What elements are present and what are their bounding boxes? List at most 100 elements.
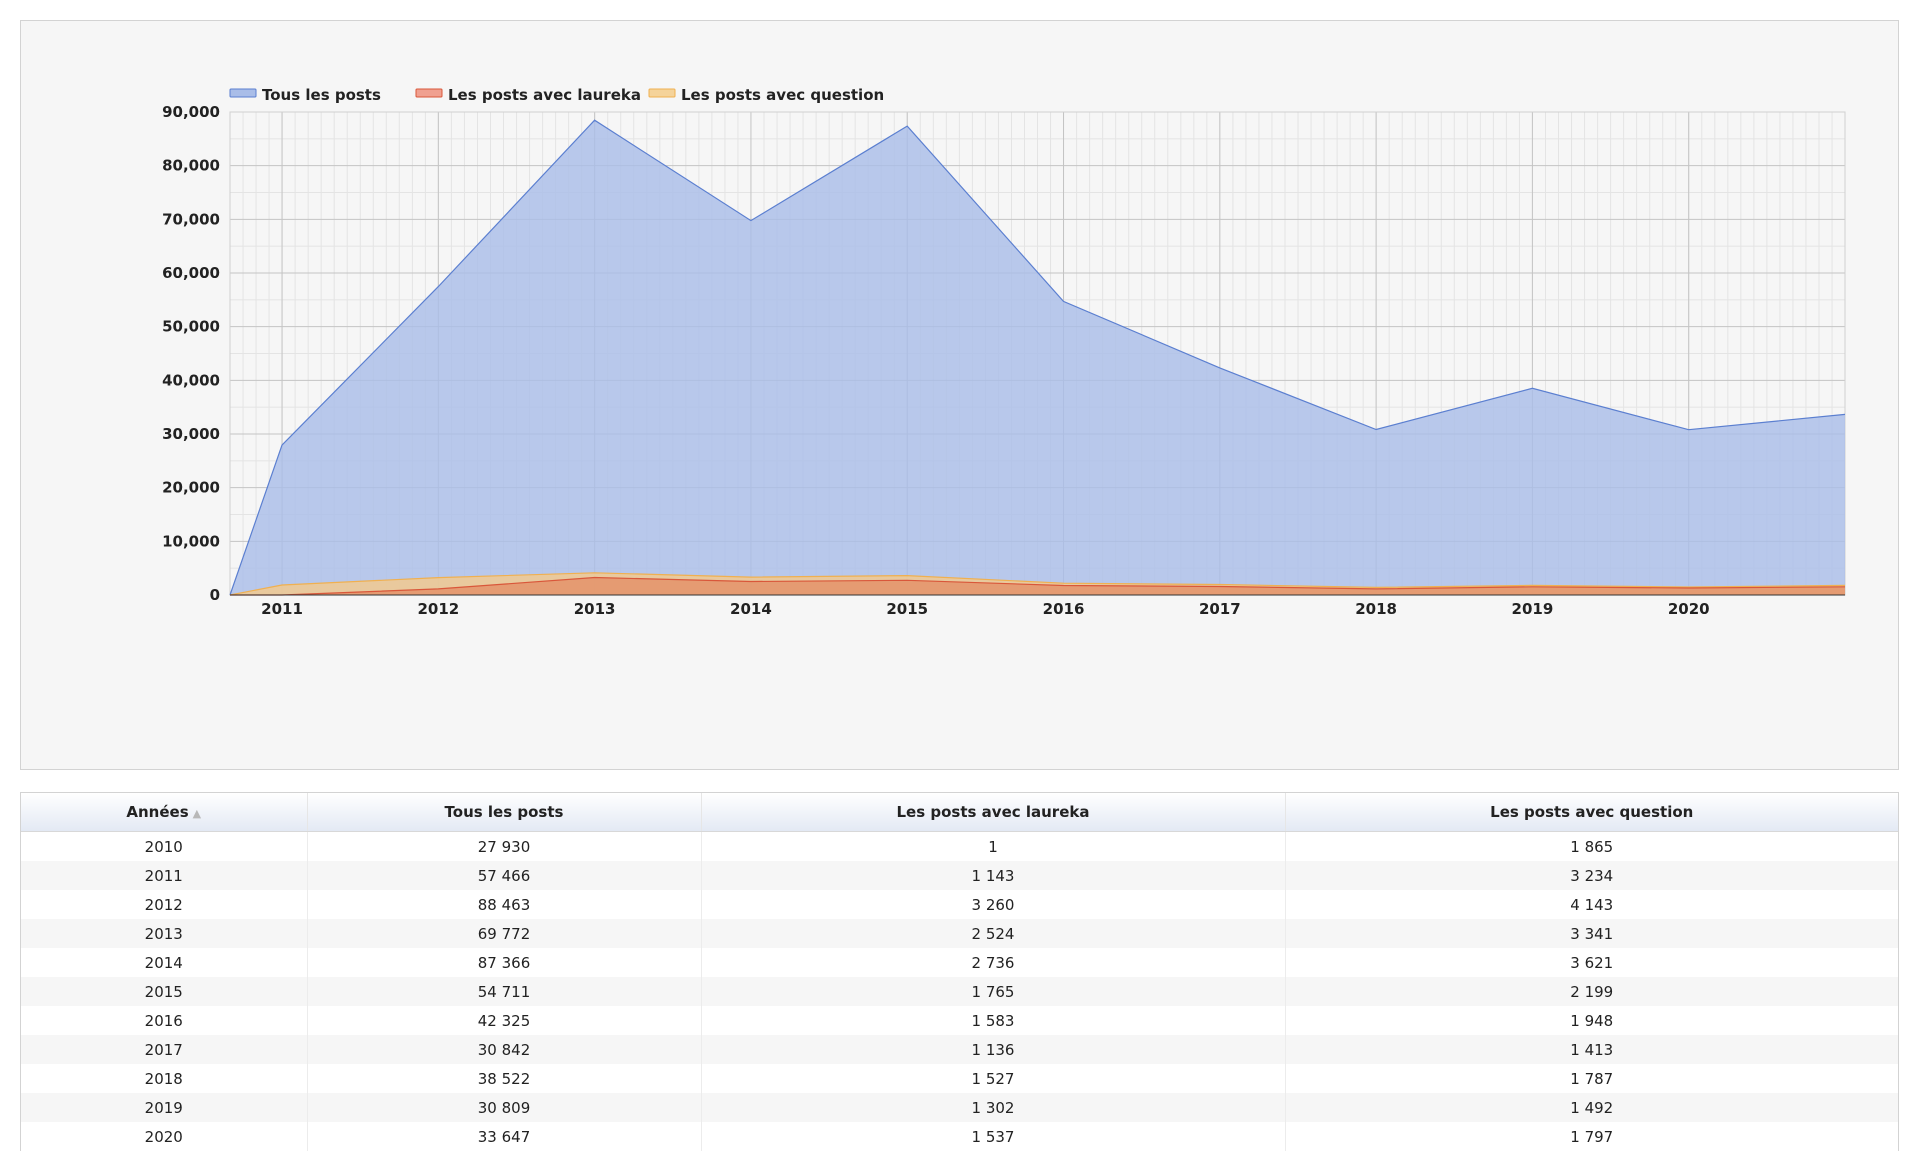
y-tick-label: 60,000 [162,264,220,282]
table-header-row: Années ▲ Tous les posts Les posts avec la… [21,793,1898,832]
table-cell: 30 842 [307,1035,702,1064]
table-cell: 3 234 [1285,861,1898,890]
table-cell: 1 527 [701,1064,1286,1093]
table-cell: 3 621 [1285,948,1898,977]
table-cell: 2010 [21,831,308,861]
table-cell: 2 524 [701,919,1286,948]
series-line [229,119,1846,596]
table-cell: 2011 [21,861,308,890]
table-cell: 2020 [21,1122,308,1151]
x-tick-label: 2014 [730,600,772,618]
table-cell: 2018 [21,1064,308,1093]
legend-swatch [648,88,676,98]
table-row: 2011 57 466 1 143 3 234 [21,861,1898,890]
table-cell: 1 787 [1285,1064,1898,1093]
y-tick-label: 40,000 [162,371,220,389]
x-tick-label: 2015 [886,600,928,618]
y-tick-label: 10,000 [162,532,220,550]
table-cell: 2015 [21,977,308,1006]
table-cell: 3 341 [1285,919,1898,948]
y-tick-label: 0 [210,586,220,604]
table-cell: 1 765 [701,977,1286,1006]
table-cell: 1 [701,831,1286,861]
table-cell: 1 143 [701,861,1286,890]
table-cell: 3 260 [701,890,1286,919]
table-cell: 42 325 [307,1006,702,1035]
table-cell: 38 522 [307,1064,702,1093]
data-table-panel: Années ▲ Tous les posts Les posts avec la… [20,792,1899,1151]
legend-label: Les posts avec laureka [448,86,641,104]
area-chart: 0 10,000 20,000 30,000 40,000 50,000 60,000 70,… [162,86,1846,618]
table-cell: 2017 [21,1035,308,1064]
column-header-all-posts[interactable]: Tous les posts [307,793,702,832]
table-row: 2013 69 772 2 524 3 341 [21,919,1898,948]
y-tick-label: 30,000 [162,425,220,443]
legend-swatch [229,88,257,98]
table-row: 2012 88 463 3 260 4 143 [21,890,1898,919]
chart-panel: 0 10,000 20,000 30,000 40,000 50,000 60,000 70,… [20,20,1899,770]
column-header-years[interactable]: Années ▲ [21,793,308,832]
column-header-label: Années [126,803,189,821]
x-tick-label: 2016 [1043,600,1085,618]
table-cell: 87 366 [307,948,702,977]
table-row: 2015 54 711 1 765 2 199 [21,977,1898,1006]
table-cell: 4 143 [1285,890,1898,919]
table-row: 2014 87 366 2 736 3 621 [21,948,1898,977]
table-cell: 1 413 [1285,1035,1898,1064]
table-cell: 2 736 [701,948,1286,977]
table-row: 2016 42 325 1 583 1 948 [21,1006,1898,1035]
table-cell: 1 583 [701,1006,1286,1035]
table-cell: 1 948 [1285,1006,1898,1035]
data-table: Années ▲ Tous les posts Les posts avec la… [21,793,1898,1151]
table-cell: 69 772 [307,919,702,948]
table-cell: 88 463 [307,890,702,919]
column-header-question-posts[interactable]: Les posts avec question [1285,793,1898,832]
table-body: 2010 27 930 1 1 865 2011 57 466 1 143 3 234 2012… [21,831,1898,1151]
table-row: 2020 33 647 1 537 1 797 [21,1122,1898,1151]
table-row: 2019 30 809 1 302 1 492 [21,1093,1898,1122]
table-cell: 2013 [21,919,308,948]
table-cell: 33 647 [307,1122,702,1151]
x-tick-label: 2011 [261,600,303,618]
column-header-label: Tous les posts [444,803,564,821]
column-header-laureka-posts[interactable]: Les posts avec laureka [701,793,1286,832]
table-cell: 57 466 [307,861,702,890]
column-header-label: Les posts avec laureka [896,803,1090,821]
table-cell: 54 711 [307,977,702,1006]
x-tick-label: 2012 [417,600,459,618]
y-tick-label: 50,000 [162,318,220,336]
column-header-label: Les posts avec question [1490,803,1694,821]
table-row: 2017 30 842 1 136 1 413 [21,1035,1898,1064]
y-tick-label: 70,000 [162,210,220,228]
series-line [230,576,1846,596]
series-area [230,120,1845,595]
x-tick-label: 2019 [1512,600,1554,618]
legend-label: Tous les posts [262,86,381,104]
table-cell: 1 136 [701,1035,1286,1064]
table-cell: 2 199 [1285,977,1898,1006]
series-area [230,577,1845,595]
table-cell: 2016 [21,1006,308,1035]
table-cell: 30 809 [307,1093,702,1122]
series-line [229,572,1846,596]
table-cell: 1 797 [1285,1122,1898,1151]
sort-ascending-icon[interactable]: ▲ [192,807,202,820]
x-tick-label: 2017 [1199,600,1241,618]
table-cell: 2014 [21,948,308,977]
table-row: 2010 27 930 1 1 865 [21,831,1898,861]
table-cell: 2012 [21,890,308,919]
legend-label: Les posts avec question [681,86,884,104]
y-tick-label: 80,000 [162,157,220,175]
x-tick-label: 2013 [574,600,616,618]
table-cell: 27 930 [307,831,702,861]
table-row: 2018 38 522 1 527 1 787 [21,1064,1898,1093]
y-tick-label: 90,000 [162,103,220,121]
y-tick-label: 20,000 [162,479,220,497]
table-cell: 1 537 [701,1122,1286,1151]
legend-swatch [415,88,443,98]
table-cell: 1 302 [701,1093,1286,1122]
table-cell: 1 492 [1285,1093,1898,1122]
x-tick-label: 2018 [1355,600,1397,618]
table-cell: 2019 [21,1093,308,1122]
table-cell: 1 865 [1285,831,1898,861]
